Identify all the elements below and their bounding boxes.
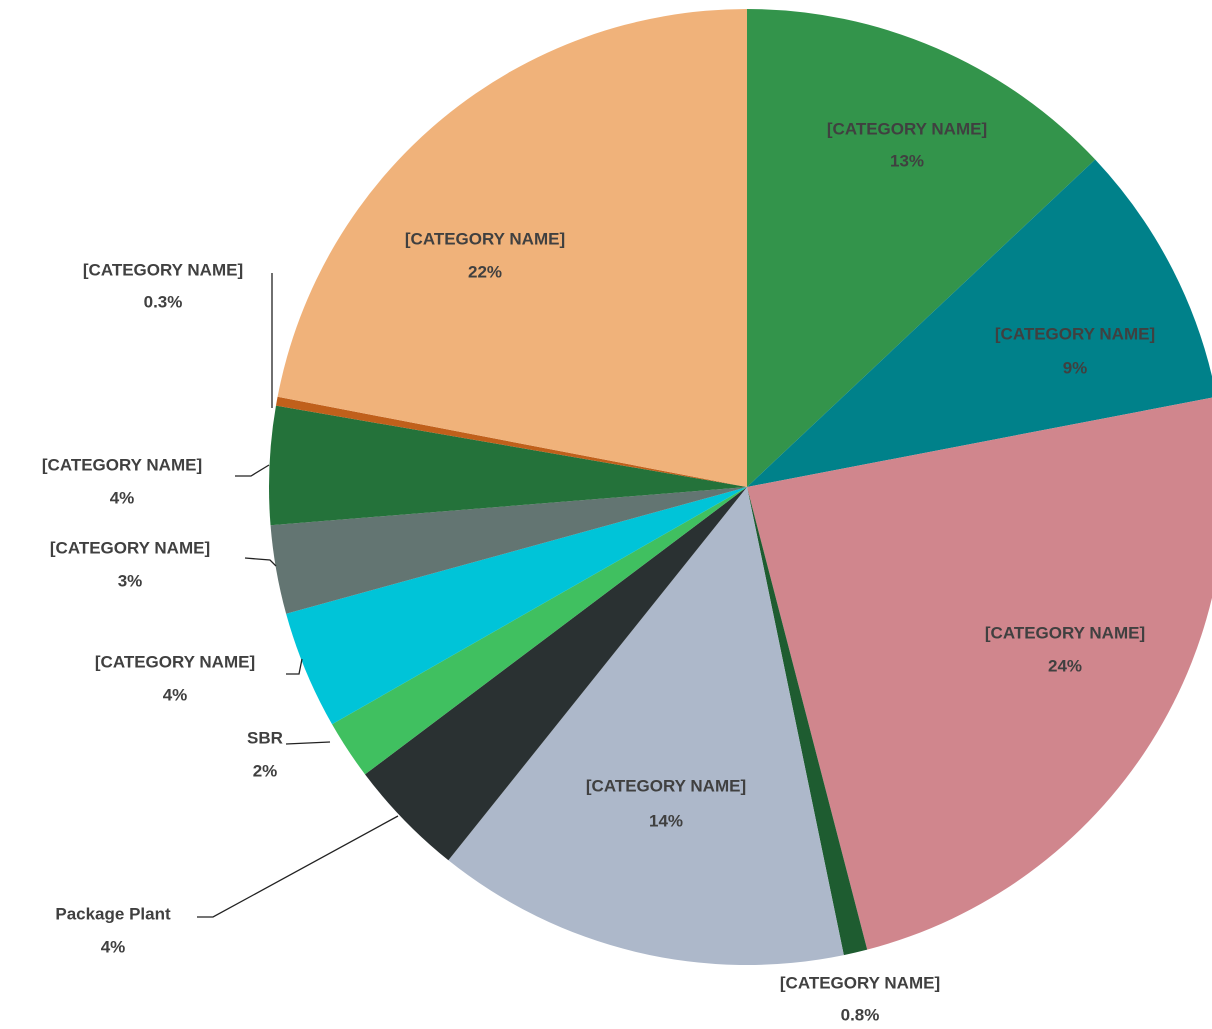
leader-line bbox=[197, 815, 399, 918]
slice-value-label: 22% bbox=[468, 262, 502, 281]
slice-label: [CATEGORY NAME] bbox=[985, 623, 1145, 642]
pie-slice bbox=[747, 159, 1212, 487]
slice-label: [CATEGORY NAME] bbox=[780, 973, 940, 992]
slice-label: [CATEGORY NAME] bbox=[50, 538, 210, 557]
slice-label: [CATEGORY NAME] bbox=[995, 324, 1155, 343]
slice-value-label: 4% bbox=[101, 937, 126, 956]
slice-value-label: 0.8% bbox=[841, 1005, 880, 1024]
pie-slice bbox=[277, 9, 747, 487]
pie-slice bbox=[275, 396, 747, 487]
slice-value-label: 3% bbox=[118, 571, 143, 590]
leader-line bbox=[235, 464, 270, 477]
slice-value-label: 2% bbox=[253, 761, 278, 780]
pie-slice bbox=[270, 487, 747, 614]
slice-value-label: 4% bbox=[163, 685, 188, 704]
pie-slice bbox=[365, 487, 747, 861]
slice-label: Package Plant bbox=[55, 904, 171, 923]
pie-slice bbox=[747, 397, 1212, 950]
pie-slice bbox=[332, 487, 747, 775]
slice-value-label: 14% bbox=[649, 811, 683, 830]
pie-slice bbox=[747, 9, 1096, 487]
pie-slice bbox=[747, 487, 868, 956]
slice-label: [CATEGORY NAME] bbox=[83, 260, 243, 279]
slice-value-label: 24% bbox=[1048, 656, 1082, 675]
slice-label: [CATEGORY NAME] bbox=[827, 119, 987, 138]
leader-line bbox=[285, 741, 331, 745]
slice-value-label: 9% bbox=[1063, 358, 1088, 377]
pie-slice bbox=[448, 487, 844, 965]
slice-value-label: 13% bbox=[890, 151, 924, 170]
slice-label: [CATEGORY NAME] bbox=[95, 652, 255, 671]
pie-slice bbox=[269, 405, 747, 526]
leader-line bbox=[244, 557, 277, 567]
slice-value-label: 4% bbox=[110, 488, 135, 507]
pie-slice bbox=[286, 487, 747, 725]
leader-line bbox=[286, 658, 303, 675]
slice-label: [CATEGORY NAME] bbox=[586, 776, 746, 795]
slice-label: SBR bbox=[247, 728, 283, 747]
slice-value-label: 0.3% bbox=[144, 292, 183, 311]
slice-label: [CATEGORY NAME] bbox=[42, 455, 202, 474]
slice-label: [CATEGORY NAME] bbox=[405, 229, 565, 248]
